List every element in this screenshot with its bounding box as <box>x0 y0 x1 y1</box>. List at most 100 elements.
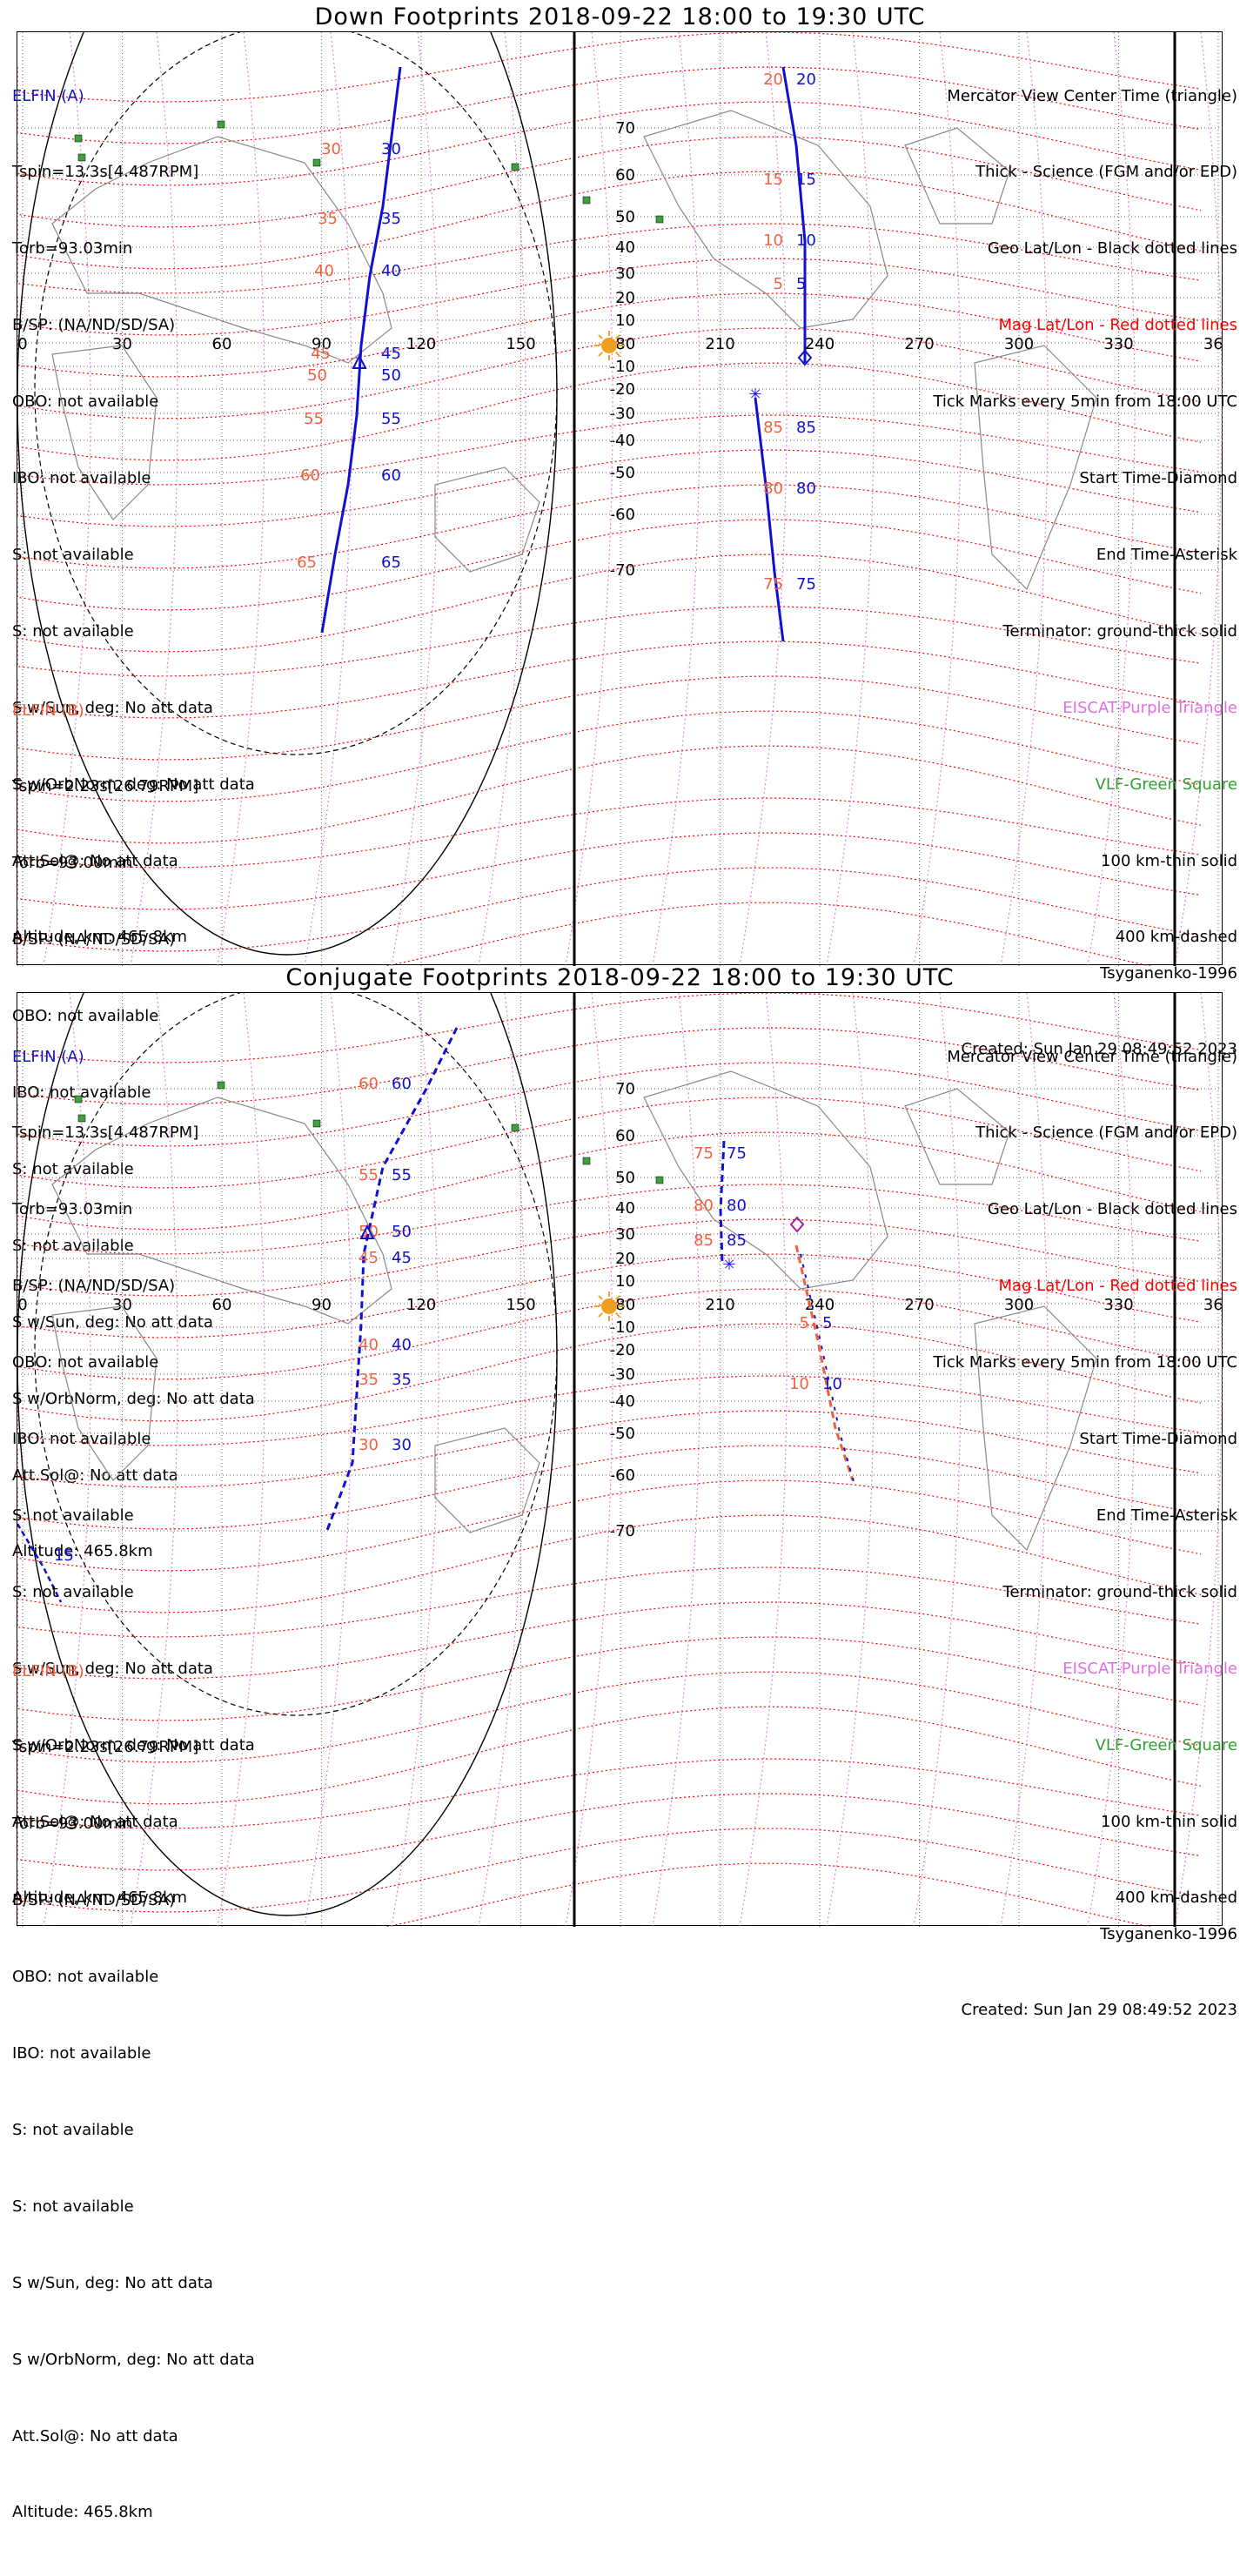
mag-lat-line <box>17 1131 1202 1231</box>
elfin-a-altitude: Altitude, km: 465.8km <box>12 1888 188 1908</box>
elfin-b-tick-label: 60 <box>359 1075 379 1093</box>
elfin-a-tick-label: 50 <box>381 366 401 385</box>
mag-lat-line <box>17 1027 1202 1105</box>
mag-lon-line <box>652 32 700 966</box>
elfin-b-tick-label: 60 <box>300 466 320 485</box>
elfin-b-tick-label: 75 <box>694 1144 714 1163</box>
lat-tick-label: -30 <box>610 1365 635 1384</box>
lon-tick-label: 240 <box>805 335 834 353</box>
elfin-b-tick-label: 75 <box>763 575 783 594</box>
elfin-a-track <box>754 397 785 642</box>
lat-tick-label: -40 <box>610 432 635 450</box>
elfin-b-tick-label: 80 <box>763 480 783 498</box>
lat-tick-label: 10 <box>615 312 635 330</box>
lon-tick-label: 270 <box>904 1296 934 1314</box>
mag-lat-line <box>17 745 1202 844</box>
lat-tick-label: -50 <box>610 464 635 482</box>
elfin-a-line: Att.Sol@: No att data <box>12 851 178 870</box>
lat-tick-label: -60 <box>610 1466 635 1485</box>
sun-icon <box>601 1298 617 1314</box>
vlf-station-marker <box>217 1081 225 1090</box>
elfin-b-tick-label: 10 <box>763 231 783 250</box>
elfin-b-tick-label: 40 <box>314 262 334 280</box>
elfin-a-tick-label: 55 <box>392 1166 412 1184</box>
continent-outline <box>434 466 540 573</box>
legend-item: VLF-Green Square <box>1095 775 1237 794</box>
elfin-a-line: S w/Sun, deg: No att data <box>12 1659 213 1678</box>
elfin-a-tick-label: 20 <box>796 70 816 89</box>
lon-tick-label: 30 <box>112 335 132 353</box>
elfin-a-info: ELFIN (A) Tspin=13.3s[4.487RPM] Torb=93.… <box>12 32 255 1001</box>
continent-outline <box>974 1305 1097 1552</box>
mag-lat-line <box>17 641 1202 719</box>
continent-outline <box>643 110 888 329</box>
lon-tick-label: 210 <box>705 1296 734 1314</box>
continent-outline <box>643 1070 888 1290</box>
elfin-b-line: IBO: not available <box>12 1083 151 1103</box>
lon-tick-label: 0 <box>17 1296 27 1314</box>
sun-ray <box>598 1312 603 1318</box>
elfin-b-tick-label: 50 <box>359 1223 379 1241</box>
mag-lat-line <box>17 136 1202 228</box>
end-time-asterisk: ✳ <box>748 386 761 404</box>
mag-lat-line <box>17 1097 1202 1189</box>
elfin-b-line: Tspin=2.23s[26.79RPM] <box>12 777 199 796</box>
mag-lat-line <box>17 902 1153 966</box>
elfin-a-track <box>800 1253 855 1486</box>
elfin-a-tick-label: 60 <box>392 1075 412 1093</box>
mag-lat-line <box>17 1218 1202 1297</box>
down-map-svg: 70 60 50 40 30 20 10 -10 -20 -30 -40 -50 -60 -70 0 30 60… <box>17 32 1223 966</box>
legend-item: Mercator View Center Time (triangle) <box>947 1047 1237 1066</box>
elfin-a-line: OBO: not available <box>12 1353 159 1372</box>
elfin-b-tick-label: 5 <box>800 1314 809 1332</box>
elfin-a-line: S: not available <box>12 545 134 564</box>
mag-lat-line <box>17 519 1202 611</box>
elfin-b-label: ELFIN (B) <box>12 701 84 720</box>
elfin-a-tick-label: 45 <box>381 345 401 363</box>
elfin-a-line: S: not available <box>12 621 134 641</box>
mag-lon-line <box>652 993 700 1927</box>
elfin-a-line: S: not available <box>12 1582 134 1601</box>
elfin-b-label: ELFIN (B) <box>12 1661 84 1680</box>
start-time-diamond <box>797 349 813 366</box>
elfin-a-tick-label: 30 <box>381 140 401 158</box>
lon-tick-label: 90 <box>312 1296 332 1314</box>
legend-item: Mercator View Center Time (triangle) <box>947 86 1237 105</box>
legend-item: Geo Lat/Lon - Black dotted lines <box>987 1200 1237 1219</box>
conjugate-map-svg: 70 60 50 40 30 20 10 -10 -20 -30 -40 -50 -60 -70 0 30 60… <box>17 993 1223 1927</box>
sun-ray <box>598 1295 603 1300</box>
lat-tick-label: 50 <box>615 1169 635 1187</box>
lon-tick-label: 360 <box>1203 1296 1223 1314</box>
elfin-a-line: B/SP: (NA/ND/SD/SA) <box>12 316 176 335</box>
elfin-b-tick-label: 35 <box>318 210 338 228</box>
legend-item: EISCAT-Purple Triangle <box>1062 1659 1237 1678</box>
elfin-a-line: S w/OrbNorm, deg: No att data <box>12 775 255 794</box>
lon-tick-label: 360 <box>1203 335 1223 353</box>
elfin-a-tick-label: 85 <box>727 1231 747 1250</box>
elfin-b-line: S: not available <box>12 2197 134 2216</box>
terminator-400km <box>34 32 558 755</box>
elfin-b-line: OBO: not available <box>12 1968 159 1987</box>
elfin-b-line: Att.Sol@: No att data <box>12 2426 178 2445</box>
legend-item: Mag Lat/Lon - Red dotted lines <box>998 1277 1237 1296</box>
legend-item: Tick Marks every 5min from 18:00 UTC <box>933 392 1237 412</box>
legend-item: Thick - Science (FGM and/or EPD) <box>975 163 1237 182</box>
mag-lat-line <box>17 362 1202 461</box>
lat-tick-label: 20 <box>615 289 635 307</box>
vlf-station-marker <box>217 120 225 129</box>
vlf-station-marker <box>582 1157 591 1165</box>
start-time-diamond <box>789 1216 805 1233</box>
lat-tick-label: 70 <box>615 1080 635 1098</box>
created-timestamp: Created: Sun Jan 29 08:49:52 2023 <box>961 2001 1237 2020</box>
vlf-station-marker <box>74 1095 83 1104</box>
mag-lon-line <box>478 993 526 1927</box>
mag-lat-line <box>17 553 1202 653</box>
continent-outline <box>904 1088 1010 1185</box>
lat-tick-label: -70 <box>610 561 635 580</box>
legend-item: 100 km-thin solid <box>1101 1812 1237 1831</box>
vlf-station-marker <box>582 196 591 205</box>
mag-lon-line <box>565 32 613 966</box>
lon-tick-label: 300 <box>1004 335 1034 353</box>
elfin-b-line: Tspin=2.23s[26.79RPM] <box>12 1738 199 1757</box>
vlf-station-marker <box>655 1176 664 1184</box>
